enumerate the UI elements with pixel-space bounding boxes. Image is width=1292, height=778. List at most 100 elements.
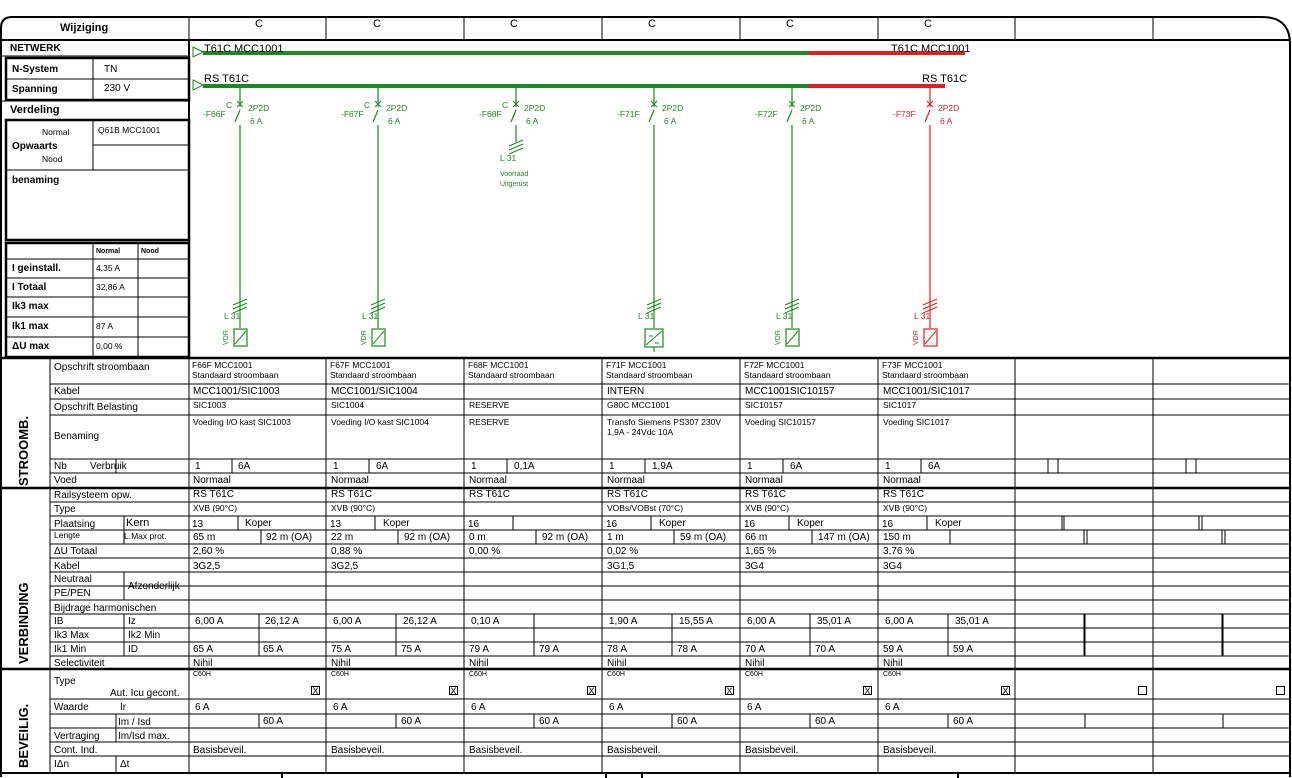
load-diag [786,330,799,345]
bus1-right-label: T61C MCC1001 [891,43,971,55]
feeder-poles: 2P2D [938,103,960,113]
nb-value: 1 [195,461,201,472]
selectivity-value: Nihil [607,658,627,669]
breaker-contact [234,109,241,123]
row-label: Selectiviteit [54,658,105,669]
core-value: Koper [797,518,824,529]
breaker-x [650,100,658,108]
breaker-contact [510,109,517,123]
breaker-type: C60H [193,671,211,678]
row-label: Ik3 Max [54,630,90,641]
row-label: Nb [54,461,67,472]
length-value: 66 m [745,532,768,543]
ib-value: 0,10 A [471,616,500,627]
current-label: I geinstall. [12,263,61,274]
row-label: Lengte [54,530,80,540]
feeder-tag: -F68F [479,109,502,119]
load-box [371,328,386,347]
load-ref: SIC10157 [745,400,783,410]
placement-value: 16 [606,519,618,530]
rail-value: RS T61C [469,489,510,500]
length-value: 0 m [469,532,486,543]
cable-section: 3G4 [883,561,902,572]
current-value: 4,35 A [96,263,121,273]
cable-label: L 31 [362,311,379,321]
breaker-type: C60H [745,671,763,678]
contact-value: Basisbeveil. [883,745,937,756]
supply-value: Normaal [331,475,369,486]
feeder-tag: -F67F [341,109,364,119]
ik1-value: 78 A [607,644,628,655]
nood-label: Nood [42,154,63,164]
cable-hatch [508,143,524,151]
lmax-value: 92 m (OA) [266,532,313,543]
row-label: Type [54,676,76,687]
id-value: 75 A [401,644,422,655]
load-box [785,328,800,347]
icu-checkbox: X [1001,686,1010,696]
consumption-value: 6A [928,461,941,472]
rail-value: RS T61C [745,489,786,500]
section-stroomb: STROOMB. [16,415,31,486]
ir-value: 6 A [471,702,486,713]
lmax-value: 92 m (OA) [542,532,589,543]
feeder-poles: 2P2D [524,103,546,113]
breaker-type: C60H [331,671,349,678]
stroombaan-id: F68F MCC1001 [468,360,529,370]
feeder-c: C [226,100,233,110]
icu-checkbox [1276,686,1285,695]
row-label: Afzonderlijk [128,581,180,592]
iz-value: 35,01 A [817,616,851,627]
row-label: Aut. Icu gecont. [110,688,180,699]
nb-value: 1 [609,461,615,472]
stroombaan-id: F66F MCC1001 [192,360,253,370]
cable-section: 3G1,5 [607,561,635,572]
breaker-x [788,100,796,108]
current-value: 87 A [96,321,114,331]
nb-value: 1 [747,461,753,472]
revision-mark: C [648,18,656,30]
stroombaan-type: Standaard stroombaan [330,370,417,380]
breaker-contact [372,109,379,123]
breaker-x [236,100,244,108]
sheet-border [0,16,1291,777]
feeder-poles: 2P2D [386,103,408,113]
cable-type: XVB (90°C) [331,503,376,513]
load-box [233,328,248,347]
core-value: Koper [935,518,962,529]
contact-value: Basisbeveil. [607,745,661,756]
nb-value: 1 [471,461,477,472]
revision-mark: C [786,18,794,30]
ib-value: 6,00 A [333,616,362,627]
selectivity-value: Nihil [883,658,903,669]
feeder-tag: -F66F [203,109,226,119]
opwaarts-label: Opwaarts [12,141,58,152]
icu-checkbox: X [725,686,734,696]
current-label: Ik3 max [12,301,49,312]
selectivity-value: Nihil [331,658,351,669]
length-value: 1 m [607,532,624,543]
ik1-value: 70 A [745,644,766,655]
du-value: 1,65 % [745,546,777,557]
load-ref: RESERVE [469,400,510,410]
row-label: Vertraging [54,731,100,742]
cable-type: XVB (90°C) [193,503,238,513]
row-label: Ik1 Min [54,644,87,655]
revision-mark: C [255,18,263,30]
spanning-value: 230 V [104,83,131,94]
ir-value: 6 A [747,702,762,713]
id-value: 79 A [539,644,560,655]
contact-value: Basisbeveil. [331,745,385,756]
load-tag: VDR [361,330,368,345]
load-description: Voeding SIC1017 [883,417,950,427]
row-label: Plaatsing [54,519,96,530]
icu-checkbox: X [449,686,458,696]
consumption-value: 0,1A [514,461,535,472]
bus2-left-label: RS T61C [204,73,250,85]
ib-value: 6,00 A [747,616,776,627]
load-description: Voeding SIC10157 [745,417,816,427]
selectivity-value: Nihil [745,658,765,669]
feeder-rating: 6 A [388,116,401,126]
section-verbinding: VERBINDING [16,582,31,664]
